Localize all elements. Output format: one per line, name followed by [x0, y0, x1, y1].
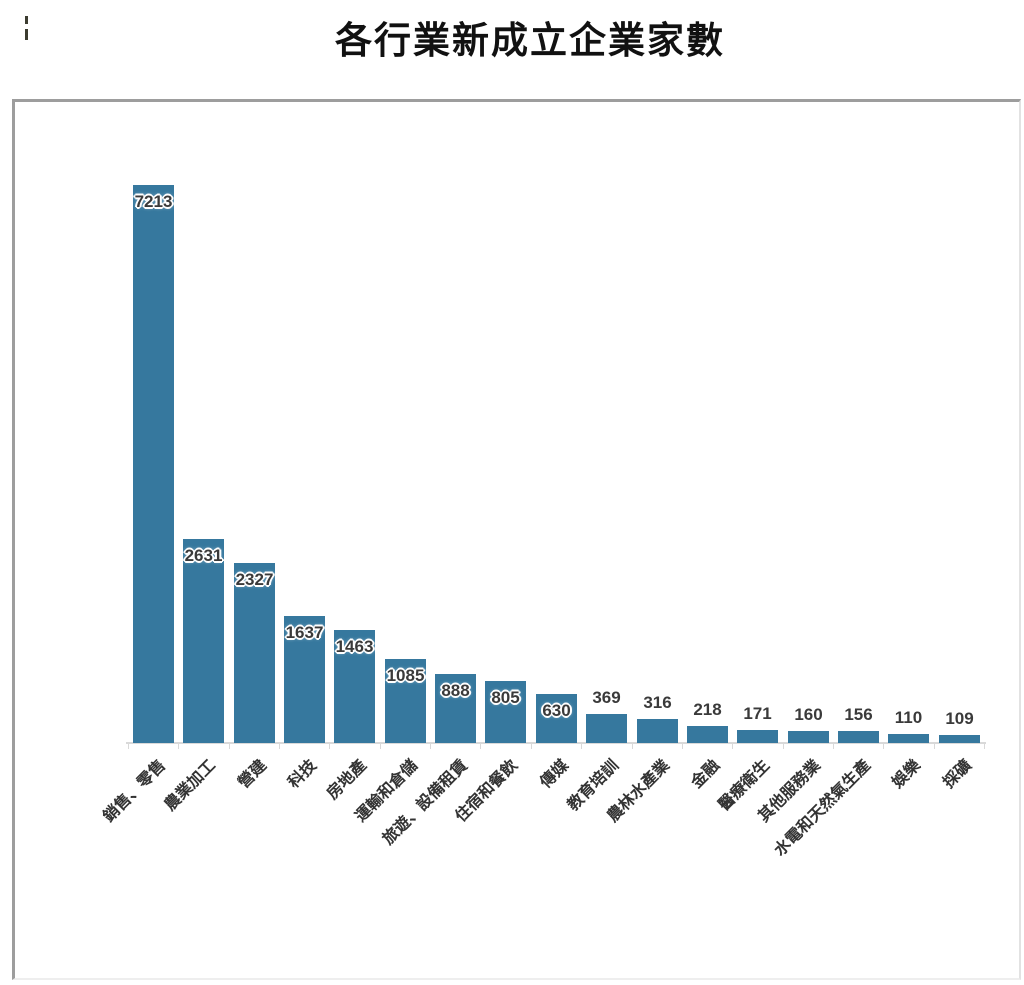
- bar: [687, 726, 728, 743]
- x-axis-tick: [279, 743, 280, 749]
- bar-value-label: 316: [643, 693, 672, 712]
- bar-value-label: 109: [945, 709, 974, 728]
- x-axis-tick: [682, 743, 683, 749]
- chart-frame: [12, 99, 1021, 980]
- bar: [284, 616, 325, 743]
- x-axis-tick: [380, 743, 381, 749]
- x-axis-tick: [934, 743, 935, 749]
- bar: [737, 730, 778, 743]
- bar-value-label: 110: [894, 708, 923, 727]
- stray-mark: [25, 16, 29, 42]
- bar-value-label: 2327: [235, 570, 274, 589]
- chart-title: 各行業新成立企業家數: [335, 20, 725, 61]
- bar: [637, 719, 678, 743]
- bar: [485, 681, 526, 743]
- bar-value-label: 369: [592, 688, 621, 707]
- bar: [385, 659, 426, 743]
- x-axis-tick: [883, 743, 884, 749]
- bar-value-label: 171: [743, 704, 772, 723]
- bar: [838, 731, 879, 743]
- bar: [234, 563, 275, 743]
- bar: [334, 630, 375, 743]
- bar: [133, 185, 174, 743]
- x-axis-tick: [178, 743, 179, 749]
- bar-value-label: 156: [844, 705, 873, 724]
- bar-value-label: 7213: [134, 192, 173, 211]
- bar: [939, 735, 980, 743]
- bar-value-label: 2631: [184, 546, 223, 565]
- x-axis-tick: [632, 743, 633, 749]
- bar: [888, 734, 929, 743]
- x-axis-tick: [833, 743, 834, 749]
- stray-mark-dash: [25, 29, 28, 40]
- bar-value-label: 1085: [386, 666, 425, 685]
- bar: [435, 674, 476, 743]
- x-axis-tick: [229, 743, 230, 749]
- bar-value-label: 630: [542, 701, 571, 720]
- stray-mark-dash: [25, 16, 28, 24]
- bar: [536, 694, 577, 743]
- bar: [586, 714, 627, 743]
- bar-value-label: 160: [794, 705, 823, 724]
- bar-value-label: 1463: [335, 637, 374, 656]
- x-axis-tick: [128, 743, 129, 749]
- x-axis-tick: [430, 743, 431, 749]
- bar-value-label: 888: [441, 681, 470, 700]
- bar-value-label: 218: [693, 700, 722, 719]
- bar-value-label: 1637: [285, 623, 324, 642]
- x-axis-tick: [581, 743, 582, 749]
- x-axis-tick: [329, 743, 330, 749]
- bar-value-label: 805: [491, 688, 520, 707]
- x-axis-line: [126, 742, 986, 744]
- x-axis-tick: [732, 743, 733, 749]
- x-axis-tick: [783, 743, 784, 749]
- x-axis-tick: [480, 743, 481, 749]
- x-axis-tick: [531, 743, 532, 749]
- bar: [788, 731, 829, 743]
- x-axis-tick: [984, 743, 985, 749]
- bar: [183, 539, 224, 743]
